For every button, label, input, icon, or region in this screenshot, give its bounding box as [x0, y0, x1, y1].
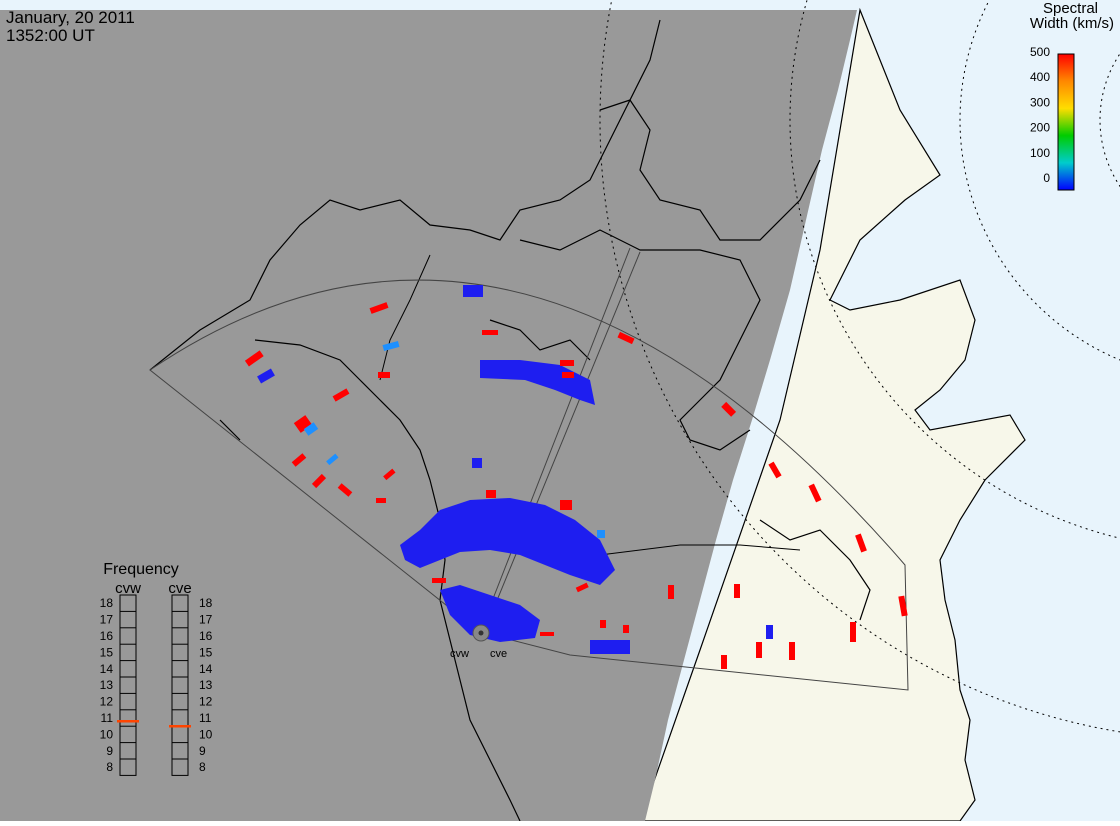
echo-patch — [463, 285, 483, 297]
echo-red — [293, 415, 313, 433]
echo-red — [560, 500, 572, 510]
echo-red — [560, 360, 574, 366]
frequency-tick-label: 10 — [100, 727, 114, 741]
echo-red — [291, 453, 307, 467]
frequency-tick-label: 16 — [199, 629, 213, 643]
frequency-tick-label: 17 — [199, 613, 213, 627]
echo-red — [789, 642, 795, 660]
colorbar-title: Spectral — [1043, 0, 1098, 17]
frequency-tick-label: 8 — [106, 760, 113, 774]
echo-patch — [766, 625, 773, 639]
frequency-tick-label: 15 — [100, 645, 114, 659]
echo-patch — [472, 458, 482, 468]
colorbar-tick-label: 200 — [1030, 121, 1050, 135]
frequency-tick-label: 16 — [100, 629, 114, 643]
colorbar-tick-label: 400 — [1030, 70, 1050, 84]
red-echoes — [244, 302, 908, 669]
time-label: 1352:00 UT — [6, 26, 95, 45]
frequency-tick-label: 17 — [100, 613, 114, 627]
echo-red — [376, 498, 386, 503]
night-terminator — [0, 10, 857, 821]
day-land — [639, 7, 1026, 822]
echo-red — [734, 584, 740, 598]
date-label: January, 20 2011 — [6, 8, 135, 27]
latitude-circles — [599, 0, 1120, 733]
frequency-tick-label: 9 — [106, 744, 113, 758]
frequency-tick-label: 10 — [199, 727, 213, 741]
radar-label-cvw: cvw — [115, 580, 141, 597]
lightblue-echoes — [303, 341, 605, 538]
frequency-panel: Frequency cvw cve 18 17 16 15 14 13 12 11 10 9 8 18… — [100, 561, 213, 776]
echo-red — [244, 350, 264, 367]
frequency-tick-label: 13 — [100, 678, 114, 692]
echo-cluster-main — [400, 498, 615, 585]
echo-red — [855, 533, 867, 553]
colorbar: Spectral Width (km/s) 500 400 300 200 100 0 — [1030, 0, 1114, 191]
frequency-tick-label: 12 — [100, 695, 114, 709]
echo-lightblue — [326, 453, 339, 466]
colorbar-tick-label: 300 — [1030, 95, 1050, 109]
station-label: cve — [490, 648, 507, 660]
echo-red — [808, 483, 822, 503]
echo-red — [337, 483, 353, 497]
echo-clusters — [257, 285, 773, 654]
echo-red — [850, 622, 856, 642]
echo-red — [768, 461, 782, 479]
echo-red — [898, 595, 908, 617]
frequency-tick-label: 14 — [199, 662, 213, 676]
echo-cluster-north — [480, 360, 595, 405]
echo-red — [721, 655, 727, 669]
echo-red — [721, 401, 737, 417]
echo-patch — [257, 368, 275, 384]
frequency-tick-label: 8 — [199, 760, 206, 774]
echo-cluster-south — [440, 585, 540, 642]
echo-red — [486, 490, 496, 498]
echo-red — [332, 388, 350, 402]
radar-label-cve: cve — [168, 580, 191, 597]
frequency-tick-label: 12 — [199, 695, 213, 709]
echo-red — [600, 620, 606, 628]
frequency-tick-label: 18 — [100, 596, 114, 610]
radar-fov — [149, 247, 909, 691]
echo-lightblue — [597, 530, 605, 538]
frequency-title: Frequency — [103, 561, 179, 578]
echo-red — [482, 330, 498, 335]
radar-stations — [472, 624, 490, 642]
echo-red — [668, 585, 674, 599]
echo-red — [369, 302, 389, 314]
colorbar-title: Width (km/s) — [1030, 15, 1114, 32]
frequency-tick-label: 11 — [101, 711, 114, 725]
frequency-scale-box — [119, 594, 137, 776]
echo-red — [575, 582, 589, 593]
echo-red — [617, 331, 635, 345]
echo-red — [378, 372, 390, 378]
frequency-tick-label: 9 — [199, 744, 206, 758]
echo-red — [756, 642, 762, 658]
echo-patch — [590, 640, 630, 654]
echo-red — [432, 578, 446, 583]
frequency-tick-label: 11 — [199, 711, 212, 725]
frequency-tick-label: 14 — [100, 662, 114, 676]
echo-red — [623, 625, 629, 633]
echo-lightblue — [382, 341, 400, 351]
frequency-scale-box — [171, 594, 189, 776]
echo-red — [383, 468, 396, 481]
frequency-tick-label: 15 — [199, 645, 213, 659]
echo-red — [540, 632, 554, 636]
echo-red — [562, 372, 574, 378]
colorbar-gradient — [1057, 53, 1075, 191]
echo-lightblue — [303, 422, 319, 436]
colorbar-tick-label: 500 — [1030, 45, 1050, 59]
frequency-tick-label: 13 — [199, 678, 213, 692]
colorbar-tick-label: 100 — [1030, 146, 1050, 160]
station-label: cvw — [450, 648, 469, 660]
echo-red — [311, 473, 327, 489]
colorbar-tick-label: 0 — [1043, 171, 1050, 185]
frequency-tick-label: 18 — [199, 596, 213, 610]
